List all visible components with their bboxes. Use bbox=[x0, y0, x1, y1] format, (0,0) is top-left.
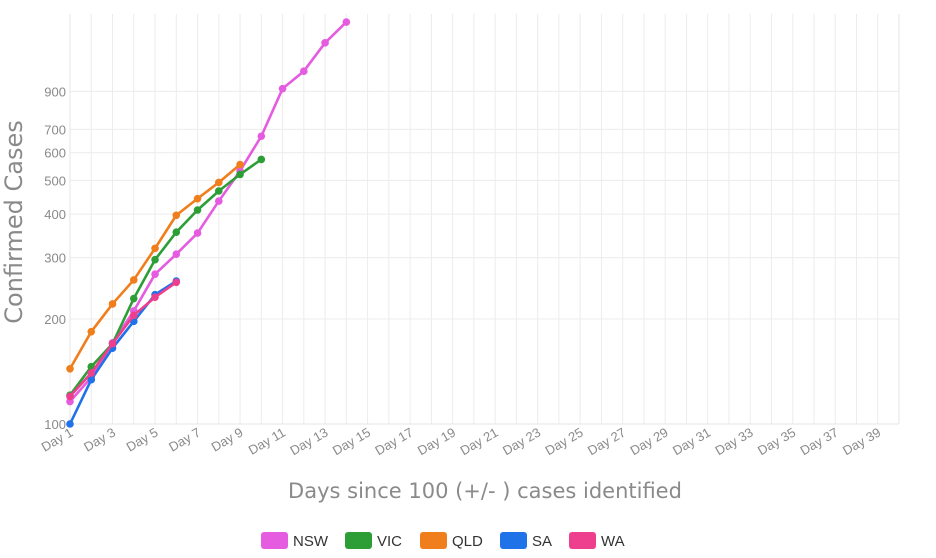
x-tick-label: Day 35 bbox=[755, 425, 798, 459]
series-sa bbox=[66, 277, 181, 428]
data-point[interactable] bbox=[321, 39, 329, 47]
data-point[interactable] bbox=[66, 364, 74, 373]
x-axis-ticks: Day 1 Day 3 Day 5 Day 7 Day 9 Day 11 Day 13 Day… bbox=[39, 425, 884, 459]
x-tick-label: Day 13 bbox=[287, 425, 330, 459]
x-tick-label: Day 5 bbox=[124, 425, 161, 455]
legend-item-vic[interactable]: VIC bbox=[345, 532, 402, 550]
data-point[interactable] bbox=[257, 155, 266, 164]
data-point[interactable] bbox=[108, 300, 117, 308]
data-point[interactable] bbox=[342, 18, 351, 26]
legend-swatch bbox=[420, 532, 447, 549]
x-tick-label: Day 21 bbox=[457, 425, 500, 459]
x-axis-title: Days since 100 (+/- ) cases identified bbox=[288, 479, 682, 503]
legend-swatch bbox=[345, 532, 372, 549]
legend-swatch bbox=[500, 532, 527, 549]
y-tick-label: 100 bbox=[44, 417, 66, 432]
data-point[interactable] bbox=[108, 339, 117, 348]
x-tick-label: Day 33 bbox=[713, 425, 756, 459]
legend-item-sa[interactable]: SA bbox=[500, 532, 552, 550]
x-tick-label: Day 3 bbox=[81, 425, 118, 455]
data-point[interactable] bbox=[172, 211, 181, 220]
data-point[interactable] bbox=[193, 194, 202, 203]
data-point[interactable] bbox=[193, 229, 202, 237]
data-point[interactable] bbox=[257, 132, 266, 141]
data-point[interactable] bbox=[278, 84, 287, 93]
data-point[interactable] bbox=[66, 392, 74, 401]
data-point[interactable] bbox=[172, 228, 181, 236]
data-point[interactable] bbox=[151, 293, 159, 302]
series-lines bbox=[66, 18, 351, 428]
legend-item-wa[interactable]: WA bbox=[569, 532, 625, 550]
series-line bbox=[68, 280, 178, 398]
y-tick-label: 900 bbox=[44, 84, 66, 99]
series-qld bbox=[66, 160, 244, 373]
legend-swatch bbox=[261, 532, 288, 549]
legend: NSW VIC QLD SA WA bbox=[261, 532, 625, 550]
data-point[interactable] bbox=[66, 420, 74, 428]
legend-item-nsw[interactable]: NSW bbox=[261, 532, 329, 550]
y-tick-label: 200 bbox=[44, 312, 66, 327]
data-point[interactable] bbox=[193, 206, 202, 214]
x-tick-label: Day 11 bbox=[246, 425, 288, 458]
data-point[interactable] bbox=[172, 250, 181, 258]
data-point[interactable] bbox=[129, 311, 138, 320]
y-tick-label: 600 bbox=[44, 146, 66, 161]
legend-label: QLD bbox=[452, 533, 483, 550]
y-tick-label: 300 bbox=[44, 251, 66, 266]
y-tick-label: 500 bbox=[44, 173, 66, 188]
data-point[interactable] bbox=[172, 278, 181, 287]
data-point[interactable] bbox=[214, 197, 223, 205]
x-tick-label: Day 17 bbox=[372, 425, 415, 459]
y-tick-label: 400 bbox=[44, 207, 66, 222]
x-tick-label: Day 27 bbox=[585, 425, 628, 459]
grid bbox=[69, 14, 900, 425]
x-tick-label: Day 37 bbox=[798, 425, 841, 459]
x-tick-label: Day 7 bbox=[166, 425, 203, 455]
y-tick-label: 700 bbox=[44, 122, 66, 137]
legend-swatch bbox=[569, 532, 596, 549]
legend-item-qld[interactable]: QLD bbox=[420, 532, 483, 550]
data-point[interactable] bbox=[236, 170, 244, 179]
data-point[interactable] bbox=[151, 244, 159, 253]
legend-label: NSW bbox=[293, 533, 329, 550]
series-wa bbox=[66, 278, 181, 401]
x-tick-label: Day 15 bbox=[330, 425, 373, 459]
data-point[interactable] bbox=[236, 160, 244, 169]
x-tick-label: Day 25 bbox=[542, 425, 585, 459]
data-point[interactable] bbox=[151, 270, 159, 278]
legend-label: VIC bbox=[377, 533, 402, 550]
legend-label: SA bbox=[532, 533, 552, 550]
data-point[interactable] bbox=[87, 369, 96, 377]
series-line bbox=[68, 158, 263, 397]
x-tick-label: Day 31 bbox=[670, 425, 713, 459]
data-point[interactable] bbox=[214, 178, 223, 187]
data-point[interactable] bbox=[129, 294, 138, 303]
y-axis-ticks: 100 200 300 400 500 600 700 900 bbox=[44, 84, 66, 432]
x-tick-label: Day 9 bbox=[209, 425, 246, 455]
data-point[interactable] bbox=[300, 67, 308, 76]
series-line bbox=[68, 279, 178, 426]
data-point[interactable] bbox=[87, 375, 96, 384]
x-tick-label: Day 19 bbox=[415, 425, 458, 459]
legend-label: WA bbox=[601, 533, 625, 550]
data-point[interactable] bbox=[214, 187, 223, 195]
data-point[interactable] bbox=[151, 255, 159, 264]
data-point[interactable] bbox=[129, 276, 138, 284]
y-axis-title: Confirmed Cases bbox=[0, 120, 28, 323]
x-tick-label: Day 23 bbox=[500, 425, 543, 459]
x-tick-label: Day 39 bbox=[840, 425, 883, 459]
series-vic bbox=[66, 155, 266, 399]
x-tick-label: Day 29 bbox=[627, 425, 670, 459]
data-point[interactable] bbox=[87, 327, 96, 336]
